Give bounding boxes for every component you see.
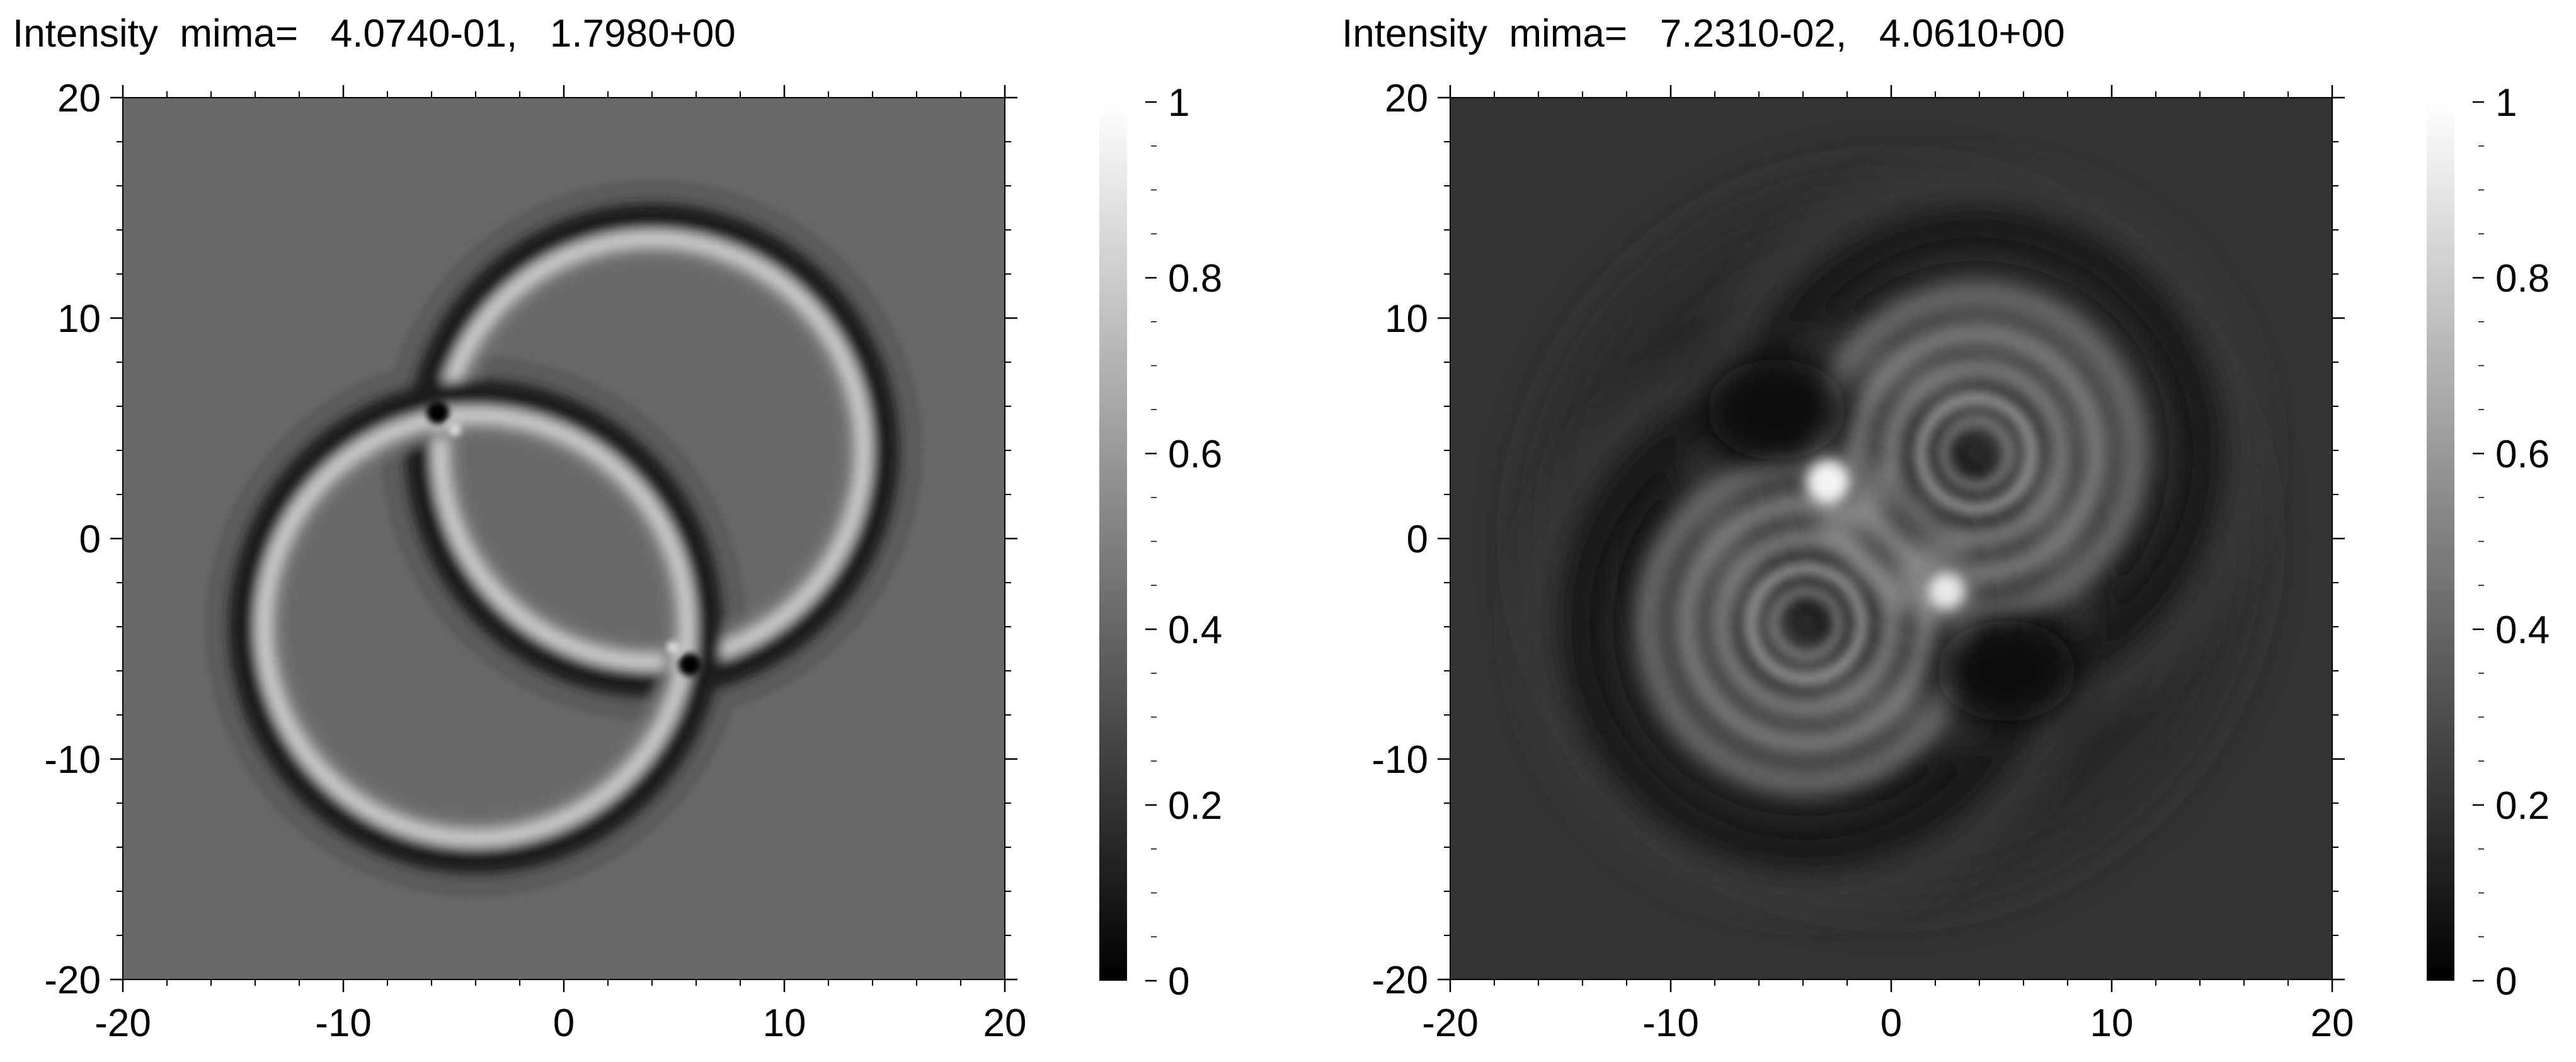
colorbar-right: 0 0.2 0.4 0.6 0.8 1 [2427, 81, 2550, 1003]
axes-left: -20 -10 0 10 20 -20 -10 0 10 20 [44, 77, 1026, 1045]
x-tick-label: 0 [553, 1002, 575, 1045]
x-tick-label: -10 [1642, 1002, 1699, 1045]
colorbar-tick-label: 0 [1168, 960, 1189, 1003]
colorbar-tick-label: 0.4 [2495, 608, 2550, 652]
heatmap-right [1450, 98, 2332, 979]
x-tick-label: 20 [2311, 1002, 2354, 1045]
colorbar-left: 0 0.2 0.4 0.6 0.8 1 [1099, 81, 1222, 1003]
y-tick-label: -20 [44, 959, 101, 1002]
axes-right: -20 -10 0 10 20 -20 -10 0 10 20 [1371, 77, 2354, 1045]
y-tick-label: 20 [57, 77, 101, 120]
heatmap-left [123, 98, 1005, 979]
x-tick-label: -10 [315, 1002, 372, 1045]
y-tick-label: 0 [79, 518, 101, 561]
colorbar-tick-label: 0.2 [1168, 784, 1222, 828]
colorbar-tick-label: 0 [2495, 960, 2517, 1003]
x-tick-label: 20 [983, 1002, 1027, 1045]
x-tick-label: -20 [94, 1002, 151, 1045]
y-tick-label: 20 [1385, 77, 1428, 120]
chart-title-right: Intensity mima= 7.2310-02, 4.0610+00 [1342, 12, 2065, 55]
chart-title-left: Intensity mima= 4.0740-01, 1.7980+00 [13, 12, 736, 55]
y-tick-label: 10 [1385, 297, 1428, 341]
x-tick-label: -20 [1422, 1002, 1479, 1045]
y-tick-label: -10 [44, 738, 101, 782]
y-tick-label: 10 [57, 297, 101, 341]
colorbar-tick-label: 0.6 [1168, 433, 1222, 476]
x-tick-label: 10 [2090, 1002, 2134, 1045]
colorbar-tick-label: 1 [1168, 81, 1189, 125]
y-tick-label: 0 [1407, 518, 1428, 561]
colorbar-tick-label: 0.4 [1168, 608, 1222, 652]
x-tick-label: 10 [763, 1002, 806, 1045]
y-tick-label: -10 [1371, 738, 1428, 782]
colorbar-tick-label: 0.8 [2495, 257, 2550, 300]
colorbar-tick-label: 0.2 [2495, 784, 2550, 828]
chart-right: Intensity mima= 7.2310-02, 4.0610+00 [1342, 12, 2550, 1045]
y-tick-label: -20 [1371, 959, 1428, 1002]
colorbar-tick-label: 1 [2495, 81, 2517, 125]
colorbar-tick-label: 0.8 [1168, 257, 1222, 300]
x-tick-label: 0 [1880, 1002, 1902, 1045]
colorbar-tick-label: 0.6 [2495, 433, 2550, 476]
chart-left: Intensity mima= 4.0740-01, 1.7980+00 [13, 12, 1222, 1045]
